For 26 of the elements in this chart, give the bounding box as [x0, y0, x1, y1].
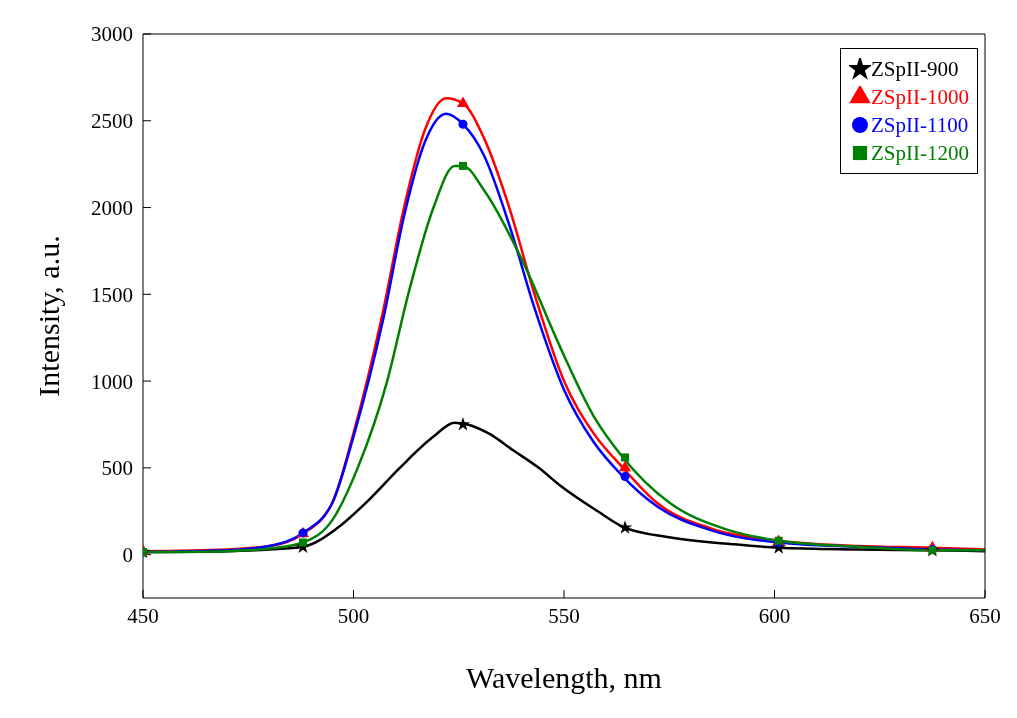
y-tick-label: 2500 — [91, 109, 133, 134]
y-tick-label: 2000 — [91, 195, 133, 220]
y-tick-label: 0 — [122, 543, 133, 568]
legend-label: ZSpII-1200 — [871, 140, 969, 167]
point — [618, 460, 632, 472]
x-axis-title: Wavelength, nm — [466, 661, 662, 694]
legend-label: ZSpII-900 — [871, 56, 959, 83]
x-tick-label: 600 — [758, 603, 791, 628]
x-tick-label: 500 — [337, 603, 370, 628]
point — [620, 472, 630, 482]
point — [456, 96, 470, 107]
y-tick-label: 1000 — [91, 369, 133, 394]
point — [617, 520, 633, 534]
point — [298, 538, 307, 547]
legend-label: ZSpII-1100 — [871, 112, 969, 139]
x-tick-label: 650 — [969, 603, 1001, 628]
point — [458, 161, 467, 170]
legend-label: ZSpII-1000 — [871, 84, 969, 111]
x-tick-label: 550 — [548, 603, 580, 628]
y-axis-title: Intensity, a.u. — [31, 235, 65, 397]
y-tick-label: 3000 — [91, 22, 133, 47]
x-tick-label: 450 — [127, 603, 159, 628]
point — [458, 119, 468, 129]
point — [621, 453, 630, 462]
y-tick-label: 1500 — [91, 282, 133, 307]
y-tick-label: 500 — [101, 456, 133, 481]
